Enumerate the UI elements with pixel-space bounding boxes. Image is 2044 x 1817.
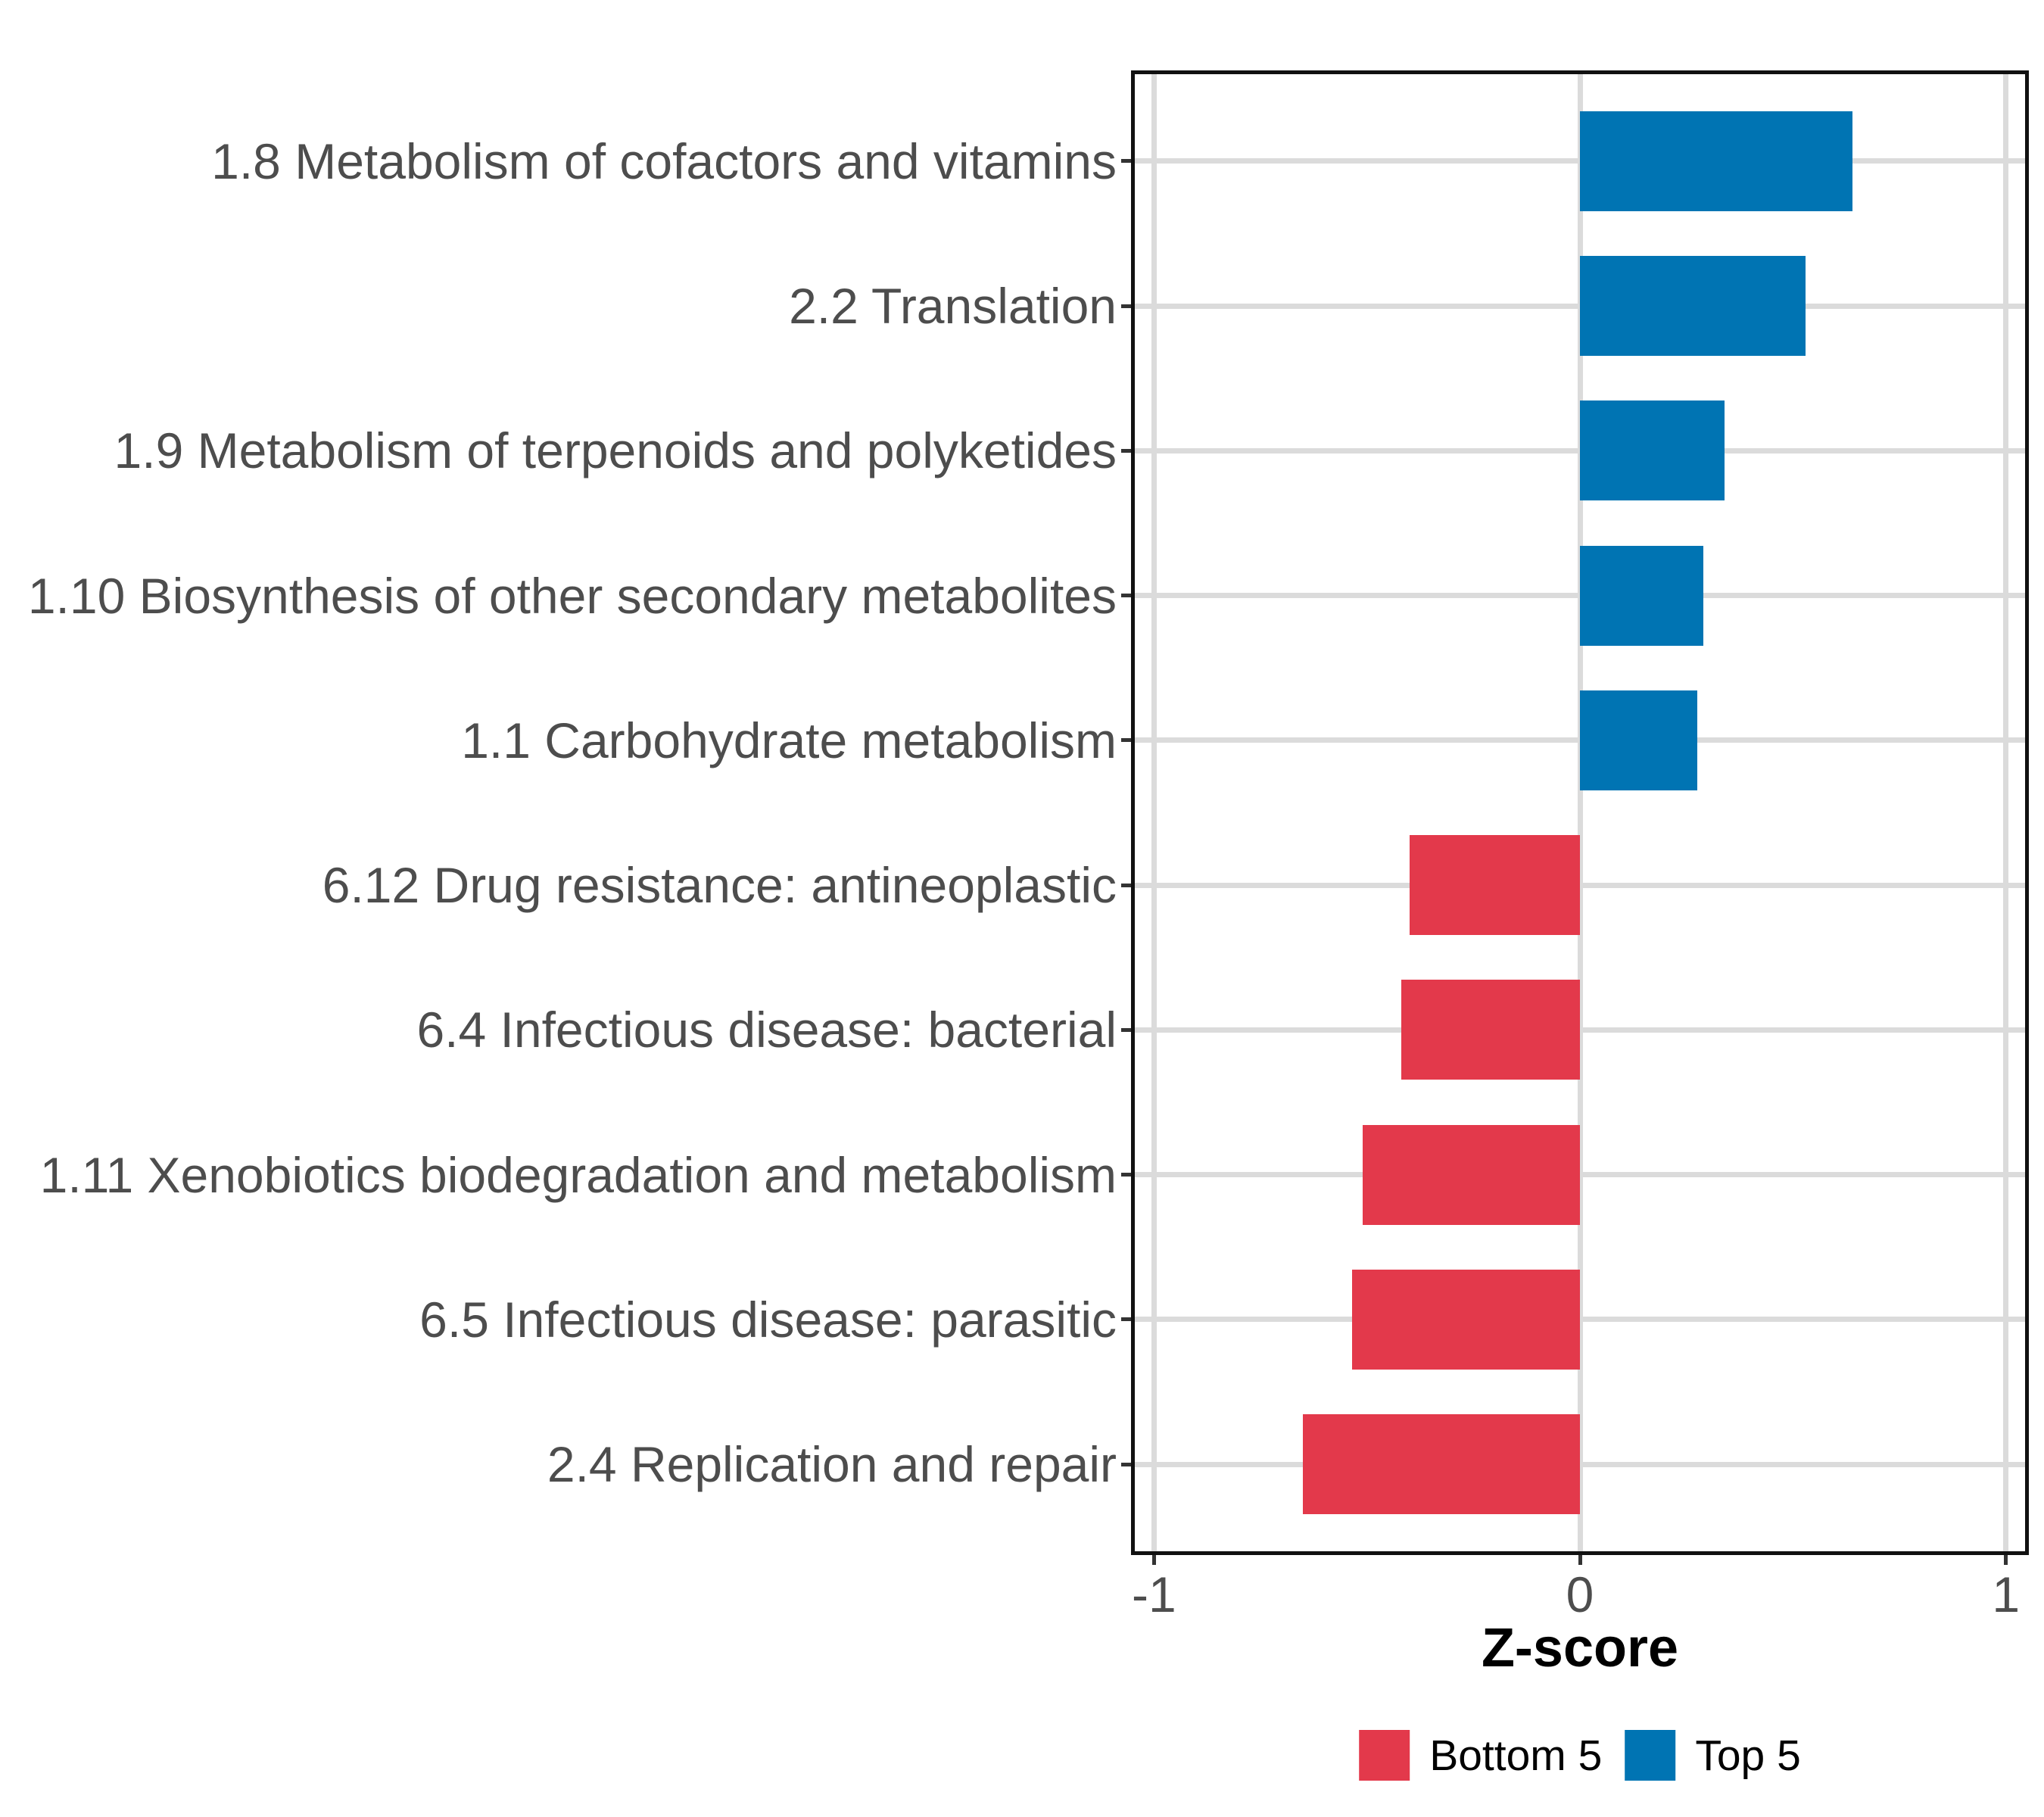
bar-top5 [1580,400,1725,501]
y-axis-label: 2.2 Translation [789,278,1117,335]
y-gridline [1135,1461,2025,1467]
y-axis-label: 2.4 Replication and repair [547,1436,1117,1493]
y-axis-tick-mark [1121,1173,1131,1177]
y-axis-tick-mark [1121,738,1131,743]
y-axis-label: 6.12 Drug resistance: antineoplastic [322,857,1117,914]
legend-label-top5: Top 5 [1695,1731,1801,1780]
legend-key-swatch-top5 [1625,1730,1676,1781]
y-gridline [1135,1317,2025,1323]
y-axis-tick-mark [1121,594,1131,598]
legend-entry-bottom5: Bottom 5 [1359,1730,1602,1781]
x-gridline--1 [1151,74,1157,1551]
y-axis-label: 1.11 Xenobiotics biodegradation and meta… [39,1146,1117,1203]
plot-panel [1131,70,2029,1555]
x-axis-tick-mark--1 [1151,1555,1156,1565]
x-axis-tick-mark-0 [1578,1555,1582,1565]
legend-entry-top5: Top 5 [1625,1730,1801,1781]
x-axis-tick-label-0: 0 [1566,1566,1594,1622]
y-axis-tick-mark [1121,159,1131,164]
y-axis-label: 1.1 Carbohydrate metabolism [461,712,1117,768]
y-axis-label: 1.10 Biosynthesis of other secondary met… [27,567,1117,624]
legend-label-bottom5: Bottom 5 [1429,1731,1603,1780]
x-axis-tick-label--1: -1 [1131,1566,1176,1622]
x-gridline-1 [2003,74,2009,1551]
y-axis-label: 6.5 Infectious disease: parasitic [419,1291,1117,1348]
bar-bottom5 [1409,835,1580,936]
y-axis-label: 6.4 Infectious disease: bacterial [416,1002,1117,1058]
y-axis-tick-mark [1121,304,1131,308]
y-axis-label: 1.9 Metabolism of terpenoids and polyket… [114,422,1117,479]
y-axis-tick-mark [1121,1027,1131,1032]
y-axis-tick-mark [1121,448,1131,453]
legend: Bottom 5 Top 5 [1359,1730,1801,1781]
x-axis-tick-label-1: 1 [1992,1566,2021,1622]
bar-top5 [1580,545,1704,646]
y-gridline [1135,1027,2025,1033]
y-gridline [1135,1172,2025,1178]
legend-key-swatch-bottom5 [1359,1730,1410,1781]
y-gridline [1135,882,2025,888]
bar-bottom5 [1303,1414,1580,1515]
bar-bottom5 [1351,1269,1580,1370]
y-axis-label: 1.8 Metabolism of cofactors and vitamins [211,132,1117,189]
y-axis-tick-mark [1121,1317,1131,1322]
bar-bottom5 [1363,1124,1580,1225]
bar-top5 [1580,256,1806,357]
x-gridline-0 [1577,74,1583,1551]
bar-top5 [1580,111,1853,211]
x-axis-title: Z-score [1481,1618,1679,1678]
bar-top5 [1580,690,1697,790]
y-axis-tick-mark [1121,883,1131,887]
y-axis-tick-mark [1121,1462,1131,1466]
bar-bottom5 [1401,980,1580,1080]
x-axis-tick-mark-1 [2004,1555,2008,1565]
